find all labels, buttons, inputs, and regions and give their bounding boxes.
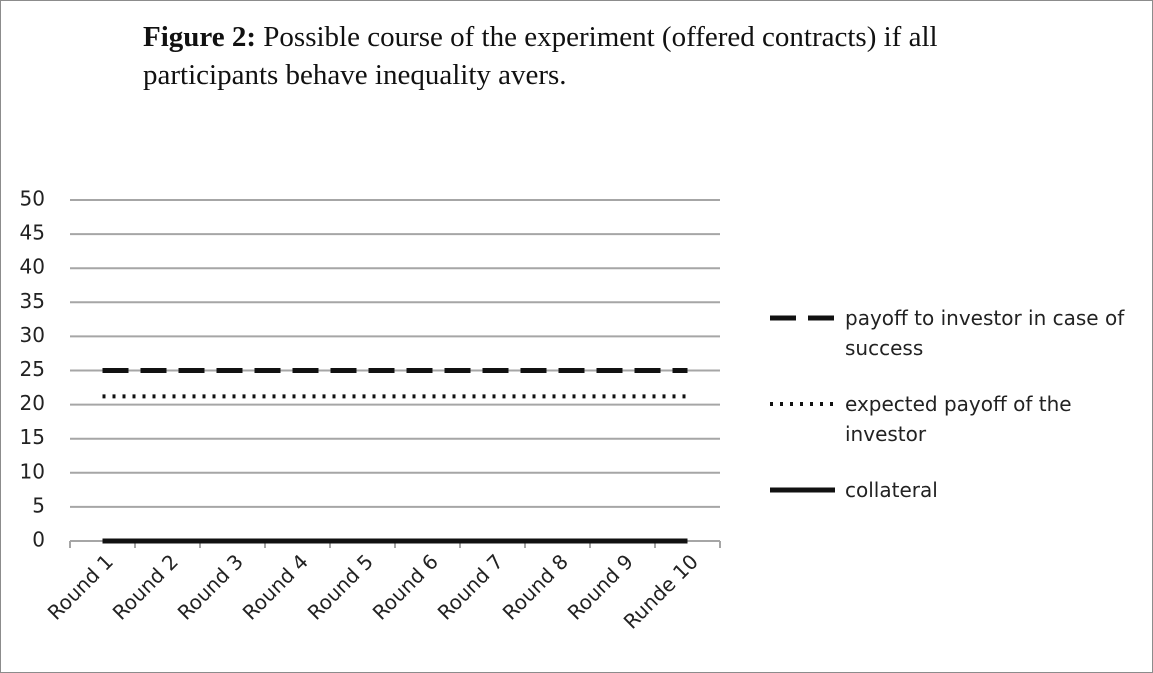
y-tick-label: 15: [20, 425, 45, 449]
legend-label: payoff to investor in case of success: [845, 306, 1125, 360]
y-tick-label: 35: [20, 289, 45, 313]
y-tick-label: 50: [20, 187, 45, 211]
x-tick-label: Round 2: [108, 549, 183, 624]
x-tick-label: Round 6: [368, 549, 443, 624]
x-tick-label: Round 4: [238, 549, 313, 624]
caption: Figure 2: Possible course of the experim…: [143, 18, 1043, 94]
x-tick-label: Round 5: [303, 549, 378, 624]
y-tick-label: 45: [20, 221, 45, 245]
y-tick-label: 5: [32, 493, 45, 517]
y-tick-label: 20: [20, 391, 45, 415]
chart-title: Possible course of the experiment (offer…: [143, 21, 938, 91]
x-tick-label: Round 1: [43, 549, 118, 624]
y-tick-label: 30: [20, 323, 45, 347]
y-tick-label: 25: [20, 357, 45, 381]
y-tick-label: 0: [32, 528, 45, 552]
legend-label: expected payoff of the investor: [845, 392, 1072, 446]
caption-label: Figure 2:: [143, 21, 257, 53]
y-tick-label: 40: [20, 255, 45, 279]
x-tick-label: Round 8: [498, 549, 573, 624]
legend-label: collateral: [845, 478, 938, 502]
x-tick-label: Round 3: [173, 549, 248, 624]
x-tick-label: Round 7: [433, 549, 508, 624]
y-tick-label: 10: [20, 459, 45, 483]
